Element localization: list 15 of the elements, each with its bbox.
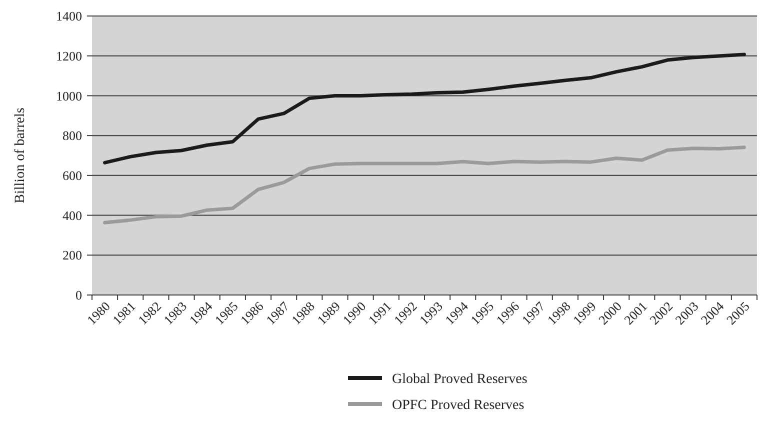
y-tick-label: 1000 — [56, 88, 82, 104]
y-tick-label: 800 — [62, 128, 82, 144]
y-tick-label: 1200 — [56, 48, 82, 64]
y-tick-label: 600 — [62, 168, 82, 183]
y-axis-title: Billion of barrels — [13, 108, 28, 204]
legend-label: OPFC Proved Reserves — [392, 398, 524, 413]
y-tick-label: 1400 — [56, 8, 82, 24]
y-tick-label: 400 — [62, 208, 82, 223]
x-tick-label: 2001 — [621, 298, 650, 328]
line-series — [103, 146, 746, 224]
y-tick-label: 200 — [62, 248, 82, 263]
y-tick-label: 0 — [76, 288, 82, 303]
line-series — [103, 52, 746, 164]
legend-label: Global Proved Reserves — [392, 372, 528, 387]
x-tick-label: 1999 — [570, 298, 599, 328]
